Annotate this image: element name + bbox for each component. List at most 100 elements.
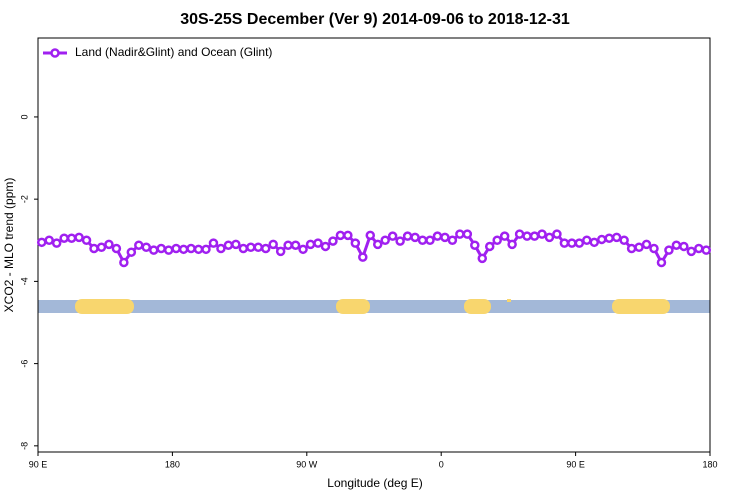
x-tick-label: 90 E [29,459,48,469]
data-point [51,238,62,248]
data-point [462,229,473,239]
data-point [171,243,181,254]
data-point [537,229,547,239]
x-tick-label: 0 [439,459,444,469]
data-point [686,246,697,257]
data-point [611,232,622,243]
data-point [544,232,555,243]
data-point [298,244,308,255]
data-point [96,242,107,253]
data-point [328,236,338,246]
data-point [417,235,428,246]
data-point [552,229,562,239]
data-point [148,245,159,255]
data-point [589,237,600,248]
data-point [36,237,47,248]
data-point [358,252,368,262]
data-point [193,244,204,255]
data-point [470,240,480,250]
data-point [522,231,532,241]
data-point [253,242,264,253]
data-point [664,245,674,255]
data-point [223,240,234,250]
data-point [484,241,495,252]
data-point [178,244,189,255]
chart-title: 30S-25S December (Ver 9) 2014-09-06 to 2… [180,11,570,28]
data-point [574,238,585,248]
data-point [529,231,540,241]
data-point [268,239,278,250]
data-point [74,232,84,243]
data-point [283,240,293,250]
data-point [163,245,174,255]
data-point [380,235,390,246]
data-point [119,257,129,268]
data-point [111,243,122,254]
x-tick-label: 180 [702,459,717,469]
data-point [567,238,577,248]
data-point [455,229,465,239]
x-tick-label: 180 [165,459,180,469]
data-point [104,239,114,250]
data-point [59,233,69,243]
data-point [694,243,704,254]
data-point [432,231,443,241]
data-point [656,257,667,268]
data-point [335,230,346,241]
data-point [447,235,458,246]
y-tick-label: -4 [19,277,29,285]
data-point [290,240,301,250]
data-point [305,239,316,250]
data-point [208,238,219,248]
data-point [626,243,637,254]
data-point [671,240,682,250]
data-point [260,243,271,254]
data-point [186,243,196,254]
data-point [582,235,592,246]
data-point [231,239,241,250]
y-axis-label: XCO2 - MLO trend (ppm) [2,178,16,313]
data-point [320,241,331,252]
data-point [402,231,413,241]
data-point [604,233,614,243]
data-point [410,232,420,243]
data-point [313,238,323,248]
data-point [679,241,689,252]
data-point [440,232,450,243]
legend-marker [50,48,60,58]
data-point [507,239,517,250]
data-point [141,242,152,253]
surface-band [38,299,710,314]
data-point [238,243,249,254]
data-point [395,236,405,246]
data-point [701,245,712,255]
data-point [649,243,659,254]
y-tick-label: -2 [19,195,29,203]
data-point [126,247,137,257]
legend-label: Land (Nadir&Glint) and Ocean (Glint) [75,45,272,59]
y-tick-label: 0 [19,114,29,119]
data-point [365,230,376,241]
data-point [350,238,361,248]
data-point [425,235,435,246]
data-point [134,240,144,250]
data-point [477,253,488,264]
data-point [514,229,525,239]
data-point [275,246,286,257]
data-point [216,243,226,254]
data-point [641,239,652,250]
data-point [619,235,629,246]
data-point [387,231,398,241]
data-point [372,239,383,250]
y-tick-label: -6 [19,360,29,368]
data-point [596,234,607,245]
data-point [66,233,77,243]
data-point [634,242,644,253]
data-point [156,243,166,254]
y-tick-label: -8 [19,442,29,450]
data-point [492,235,502,246]
data-point [44,235,54,246]
data-point [246,242,256,253]
x-axis-label: Longitude (deg E) [327,476,422,490]
